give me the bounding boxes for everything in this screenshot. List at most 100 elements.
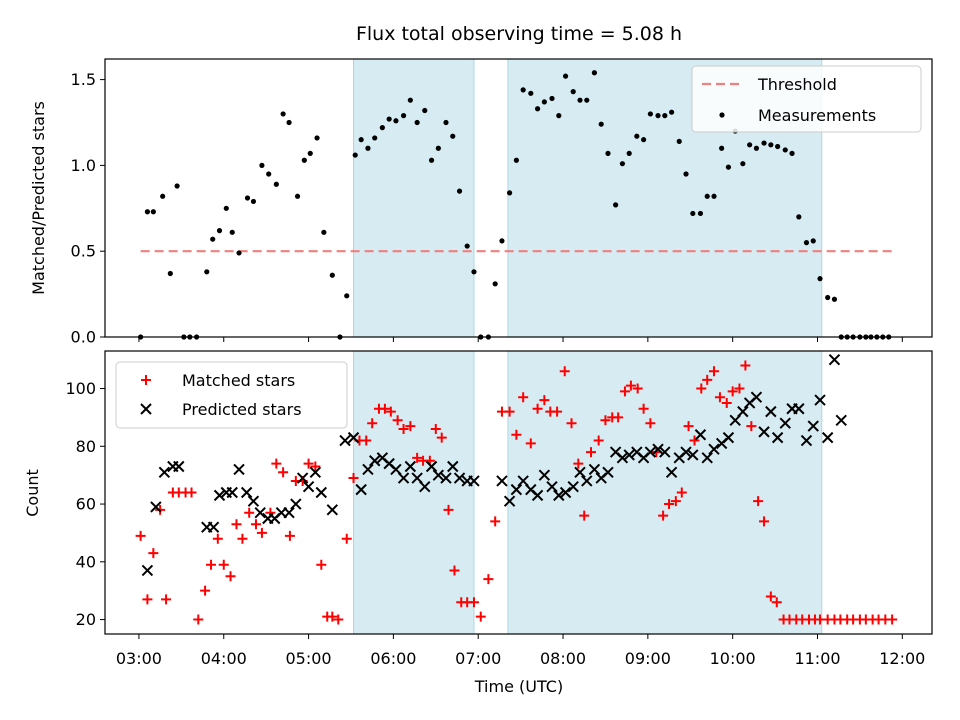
data-point <box>676 138 682 144</box>
data-point <box>638 403 649 414</box>
data-point <box>321 229 327 235</box>
data-point <box>471 269 477 275</box>
data-point <box>652 443 664 455</box>
data-point <box>141 564 154 577</box>
data-point <box>683 421 694 432</box>
data-point <box>645 418 656 429</box>
data-point <box>702 374 713 385</box>
data-point <box>284 530 295 541</box>
y-tick-label: 40 <box>76 552 96 571</box>
data-point <box>750 391 763 403</box>
data-point <box>273 181 279 187</box>
data-point <box>539 395 550 406</box>
legend-predicted-label: Predicted stars <box>182 400 302 419</box>
data-point <box>690 210 696 217</box>
data-point <box>593 435 604 446</box>
data-point <box>468 475 480 487</box>
data-point <box>549 95 555 102</box>
data-point <box>492 281 498 287</box>
data-point <box>167 270 173 277</box>
y-tick-label: 0.0 <box>71 328 96 347</box>
data-point <box>213 489 226 502</box>
data-point <box>385 406 396 417</box>
data-point <box>567 481 579 493</box>
data-point <box>449 565 460 576</box>
data-point <box>553 489 565 502</box>
ratio-axis-ticks: 0.0 0.5 1.0 1.5 <box>71 70 903 347</box>
data-point <box>210 236 216 242</box>
data-point <box>398 423 409 434</box>
data-point <box>694 429 707 441</box>
data-point <box>518 392 529 403</box>
data-point <box>348 473 359 484</box>
data-point <box>680 446 692 458</box>
data-point <box>513 157 519 163</box>
data-point <box>619 386 630 397</box>
x-axis-label: Time (UTC) <box>474 677 563 696</box>
data-point <box>746 421 757 432</box>
data-point <box>771 431 784 444</box>
data-point <box>499 238 505 244</box>
data-point <box>570 89 576 95</box>
data-point <box>625 380 636 391</box>
legend-matched-label: Matched stars <box>182 371 295 390</box>
shaded-interval <box>353 350 475 635</box>
count-ylabel: Count <box>23 469 42 517</box>
data-point <box>456 188 463 194</box>
data-point <box>709 366 720 377</box>
data-point <box>173 460 185 473</box>
data-point <box>404 460 417 473</box>
data-point <box>701 452 713 464</box>
y-tick-label: 80 <box>76 437 96 456</box>
data-point <box>765 591 776 602</box>
data-point <box>286 119 292 126</box>
ratio-plot-frame <box>104 58 933 338</box>
data-point <box>225 571 236 582</box>
data-point <box>405 421 416 432</box>
data-point <box>719 145 725 151</box>
data-point <box>414 119 420 126</box>
data-point <box>259 162 265 168</box>
y-tick-label: 1.5 <box>71 70 96 89</box>
predicted-stars-points <box>141 353 847 577</box>
data-point <box>247 495 260 507</box>
data-point <box>676 487 687 498</box>
data-point <box>721 397 732 408</box>
data-point <box>244 507 255 518</box>
data-point <box>740 161 746 167</box>
data-point <box>397 472 410 484</box>
data-point <box>747 142 753 148</box>
data-point <box>510 483 523 496</box>
data-point <box>419 481 431 493</box>
legend-box <box>115 361 348 429</box>
x-tick-label: 12:00 <box>879 649 925 668</box>
data-point <box>158 466 171 478</box>
data-point <box>655 113 661 119</box>
data-point <box>506 190 513 196</box>
data-point <box>664 499 675 510</box>
shaded-interval <box>353 58 475 338</box>
data-point <box>256 527 267 538</box>
data-point <box>559 366 570 377</box>
data-point <box>725 164 732 170</box>
data-point <box>793 403 805 415</box>
data-point <box>581 475 593 487</box>
data-point <box>250 519 261 530</box>
data-point <box>552 406 563 417</box>
data-point <box>393 118 399 124</box>
data-point <box>800 434 813 447</box>
data-point <box>669 109 675 115</box>
count-legend: Matched stars Predicted stars <box>115 361 348 429</box>
measurements-points <box>138 70 892 340</box>
data-point <box>193 614 204 625</box>
data-point <box>216 228 223 234</box>
data-point <box>333 614 344 625</box>
data-point <box>150 501 162 513</box>
data-point <box>761 140 767 146</box>
data-point <box>212 533 223 544</box>
data-point <box>789 150 795 156</box>
data-point <box>687 449 699 461</box>
data-point <box>428 157 435 163</box>
data-point <box>605 150 611 156</box>
data-point <box>525 438 536 449</box>
